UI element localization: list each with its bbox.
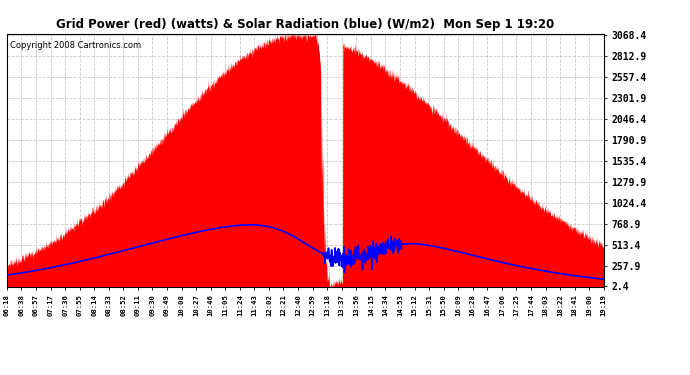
Text: Copyright 2008 Cartronics.com: Copyright 2008 Cartronics.com [10,41,141,50]
Title: Grid Power (red) (watts) & Solar Radiation (blue) (W/m2)  Mon Sep 1 19:20: Grid Power (red) (watts) & Solar Radiati… [56,18,555,31]
